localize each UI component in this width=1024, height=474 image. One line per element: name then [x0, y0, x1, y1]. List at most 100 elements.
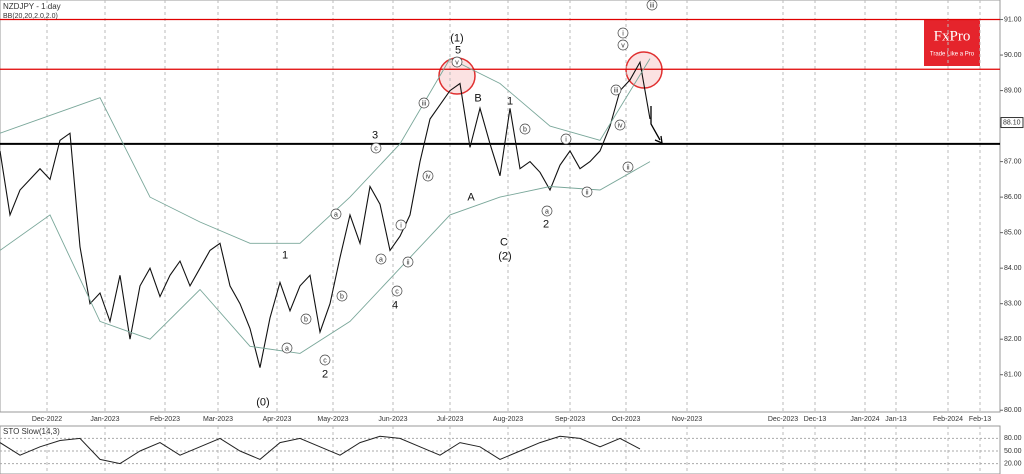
x-tick-label: Sep-2023	[555, 416, 585, 423]
y-tick-label: 87.00	[1004, 158, 1022, 165]
indicator-label: BB(20,20,2.0,2.0)	[3, 13, 58, 20]
x-tick-label: Dec-2022	[32, 416, 62, 423]
wave-label: a	[545, 208, 549, 215]
wave-circle	[422, 170, 434, 182]
osc-tick-label: 20.00	[1004, 460, 1022, 467]
x-tick-label: Nov-2023	[672, 416, 702, 423]
y-tick-label: 81.00	[1004, 372, 1022, 379]
x-tick-label: Feb-2024	[933, 416, 963, 423]
wave-circle	[617, 39, 629, 51]
wave-circle	[617, 27, 629, 39]
wave-label: b	[304, 316, 308, 323]
x-tick-label: Dec-13	[804, 416, 827, 423]
projection-arrow	[650, 106, 663, 145]
wave-label: b	[523, 126, 527, 133]
wave-label: (1)	[450, 32, 463, 44]
x-tick-label: Jan-13	[885, 416, 907, 423]
wave-label: 4	[392, 299, 398, 311]
y-tick-label: 82.00	[1004, 336, 1022, 343]
wave-label: c	[374, 145, 378, 152]
wave-circle	[610, 84, 622, 96]
x-tick-label: Jun-2023	[378, 416, 407, 423]
plot-frame	[0, 0, 1001, 413]
x-tick-label: Jan-2024	[850, 416, 879, 423]
wave-label: i	[565, 136, 567, 143]
wave-label: i	[622, 30, 624, 37]
wave-label: c	[395, 288, 399, 295]
wave-label: C	[500, 236, 508, 248]
wave-circle	[391, 285, 403, 297]
wave-circle	[370, 142, 382, 154]
osc-tick-label: 80.00	[1004, 435, 1022, 442]
wave-label: v	[621, 42, 625, 49]
wave-label: i	[400, 222, 402, 229]
osc-frame	[0, 425, 1001, 474]
y-tick-label: 84.00	[1004, 265, 1022, 272]
wave-label: 5	[455, 44, 461, 56]
wave-label: ii	[585, 189, 589, 196]
wave-circle	[622, 161, 634, 173]
x-tick-label: Jul-2023	[437, 416, 464, 423]
x-tick-label: Aug-2023	[493, 416, 523, 423]
wave-label: A	[467, 191, 475, 203]
brand: FxPro Trade Like a Pro	[924, 20, 980, 66]
logo-tagline: Trade Like a Pro	[930, 52, 975, 58]
wave-label: B	[474, 92, 481, 104]
x-tick-label: Feb-2023	[150, 416, 180, 423]
wave-circle	[402, 256, 414, 268]
y-tick-label: 90.00	[1004, 52, 1022, 59]
x-tick-label: Dec-2023	[768, 416, 798, 423]
y-tick-label: 89.00	[1004, 87, 1022, 94]
x-tick-label: Apr-2023	[263, 416, 292, 423]
x-tick-label: Mar-2023	[203, 416, 233, 423]
wave-circle	[336, 290, 348, 302]
wave-label: iv	[617, 122, 623, 129]
price-line	[0, 60, 651, 368]
logo-name: FxPro	[934, 28, 971, 44]
wave-label: 2	[543, 218, 549, 230]
wave-circle	[541, 205, 553, 217]
y-tick-label: 83.00	[1004, 301, 1022, 308]
wave-circle	[330, 208, 342, 220]
wave-label: (0)	[256, 396, 269, 408]
price-tag	[1000, 117, 1024, 129]
y-tick-label: 80.00	[1004, 407, 1022, 414]
osc-tick-label: 50.00	[1004, 448, 1022, 455]
x-tick-label: Oct-2023	[612, 416, 641, 423]
wave-label: (2)	[498, 250, 511, 262]
wave-label: 1	[282, 249, 288, 261]
wave-label: ii	[626, 164, 630, 171]
wave-circle	[418, 97, 430, 109]
wave-label: a	[379, 256, 383, 263]
wave-circle	[300, 313, 312, 325]
y-tick-label: 86.00	[1004, 194, 1022, 201]
wave-circle	[581, 186, 593, 198]
wave-label: c	[323, 357, 327, 364]
wave-label: b	[340, 293, 344, 300]
x-tick-label: May-2023	[317, 416, 348, 423]
wave-circle	[560, 133, 572, 145]
logo-box	[924, 20, 980, 66]
x-tick-label: Jan-2023	[90, 416, 119, 423]
wave-circle	[646, 0, 658, 11]
wave-circle	[319, 354, 331, 366]
wave-label: v	[455, 59, 459, 66]
osc-title: STO Slow(14,3)	[3, 427, 60, 436]
wave-label: iii	[614, 87, 619, 94]
wave-label: 3	[372, 129, 378, 141]
wave-circle	[375, 253, 387, 265]
wave-label: 2	[322, 368, 328, 380]
wave-circle	[614, 119, 626, 131]
bollinger-band	[0, 58, 651, 244]
wave-circle	[281, 342, 293, 354]
wave-label: 1	[507, 95, 513, 107]
wave-label: a	[285, 345, 289, 352]
wave-label: a	[334, 211, 338, 218]
bollinger-band	[0, 161, 651, 354]
price-tag-label: 88.10	[1003, 119, 1021, 126]
wave-circle	[519, 123, 531, 135]
wave-label: iii	[650, 2, 655, 9]
wave-label: iii	[422, 100, 427, 107]
wave-circle	[395, 219, 407, 231]
